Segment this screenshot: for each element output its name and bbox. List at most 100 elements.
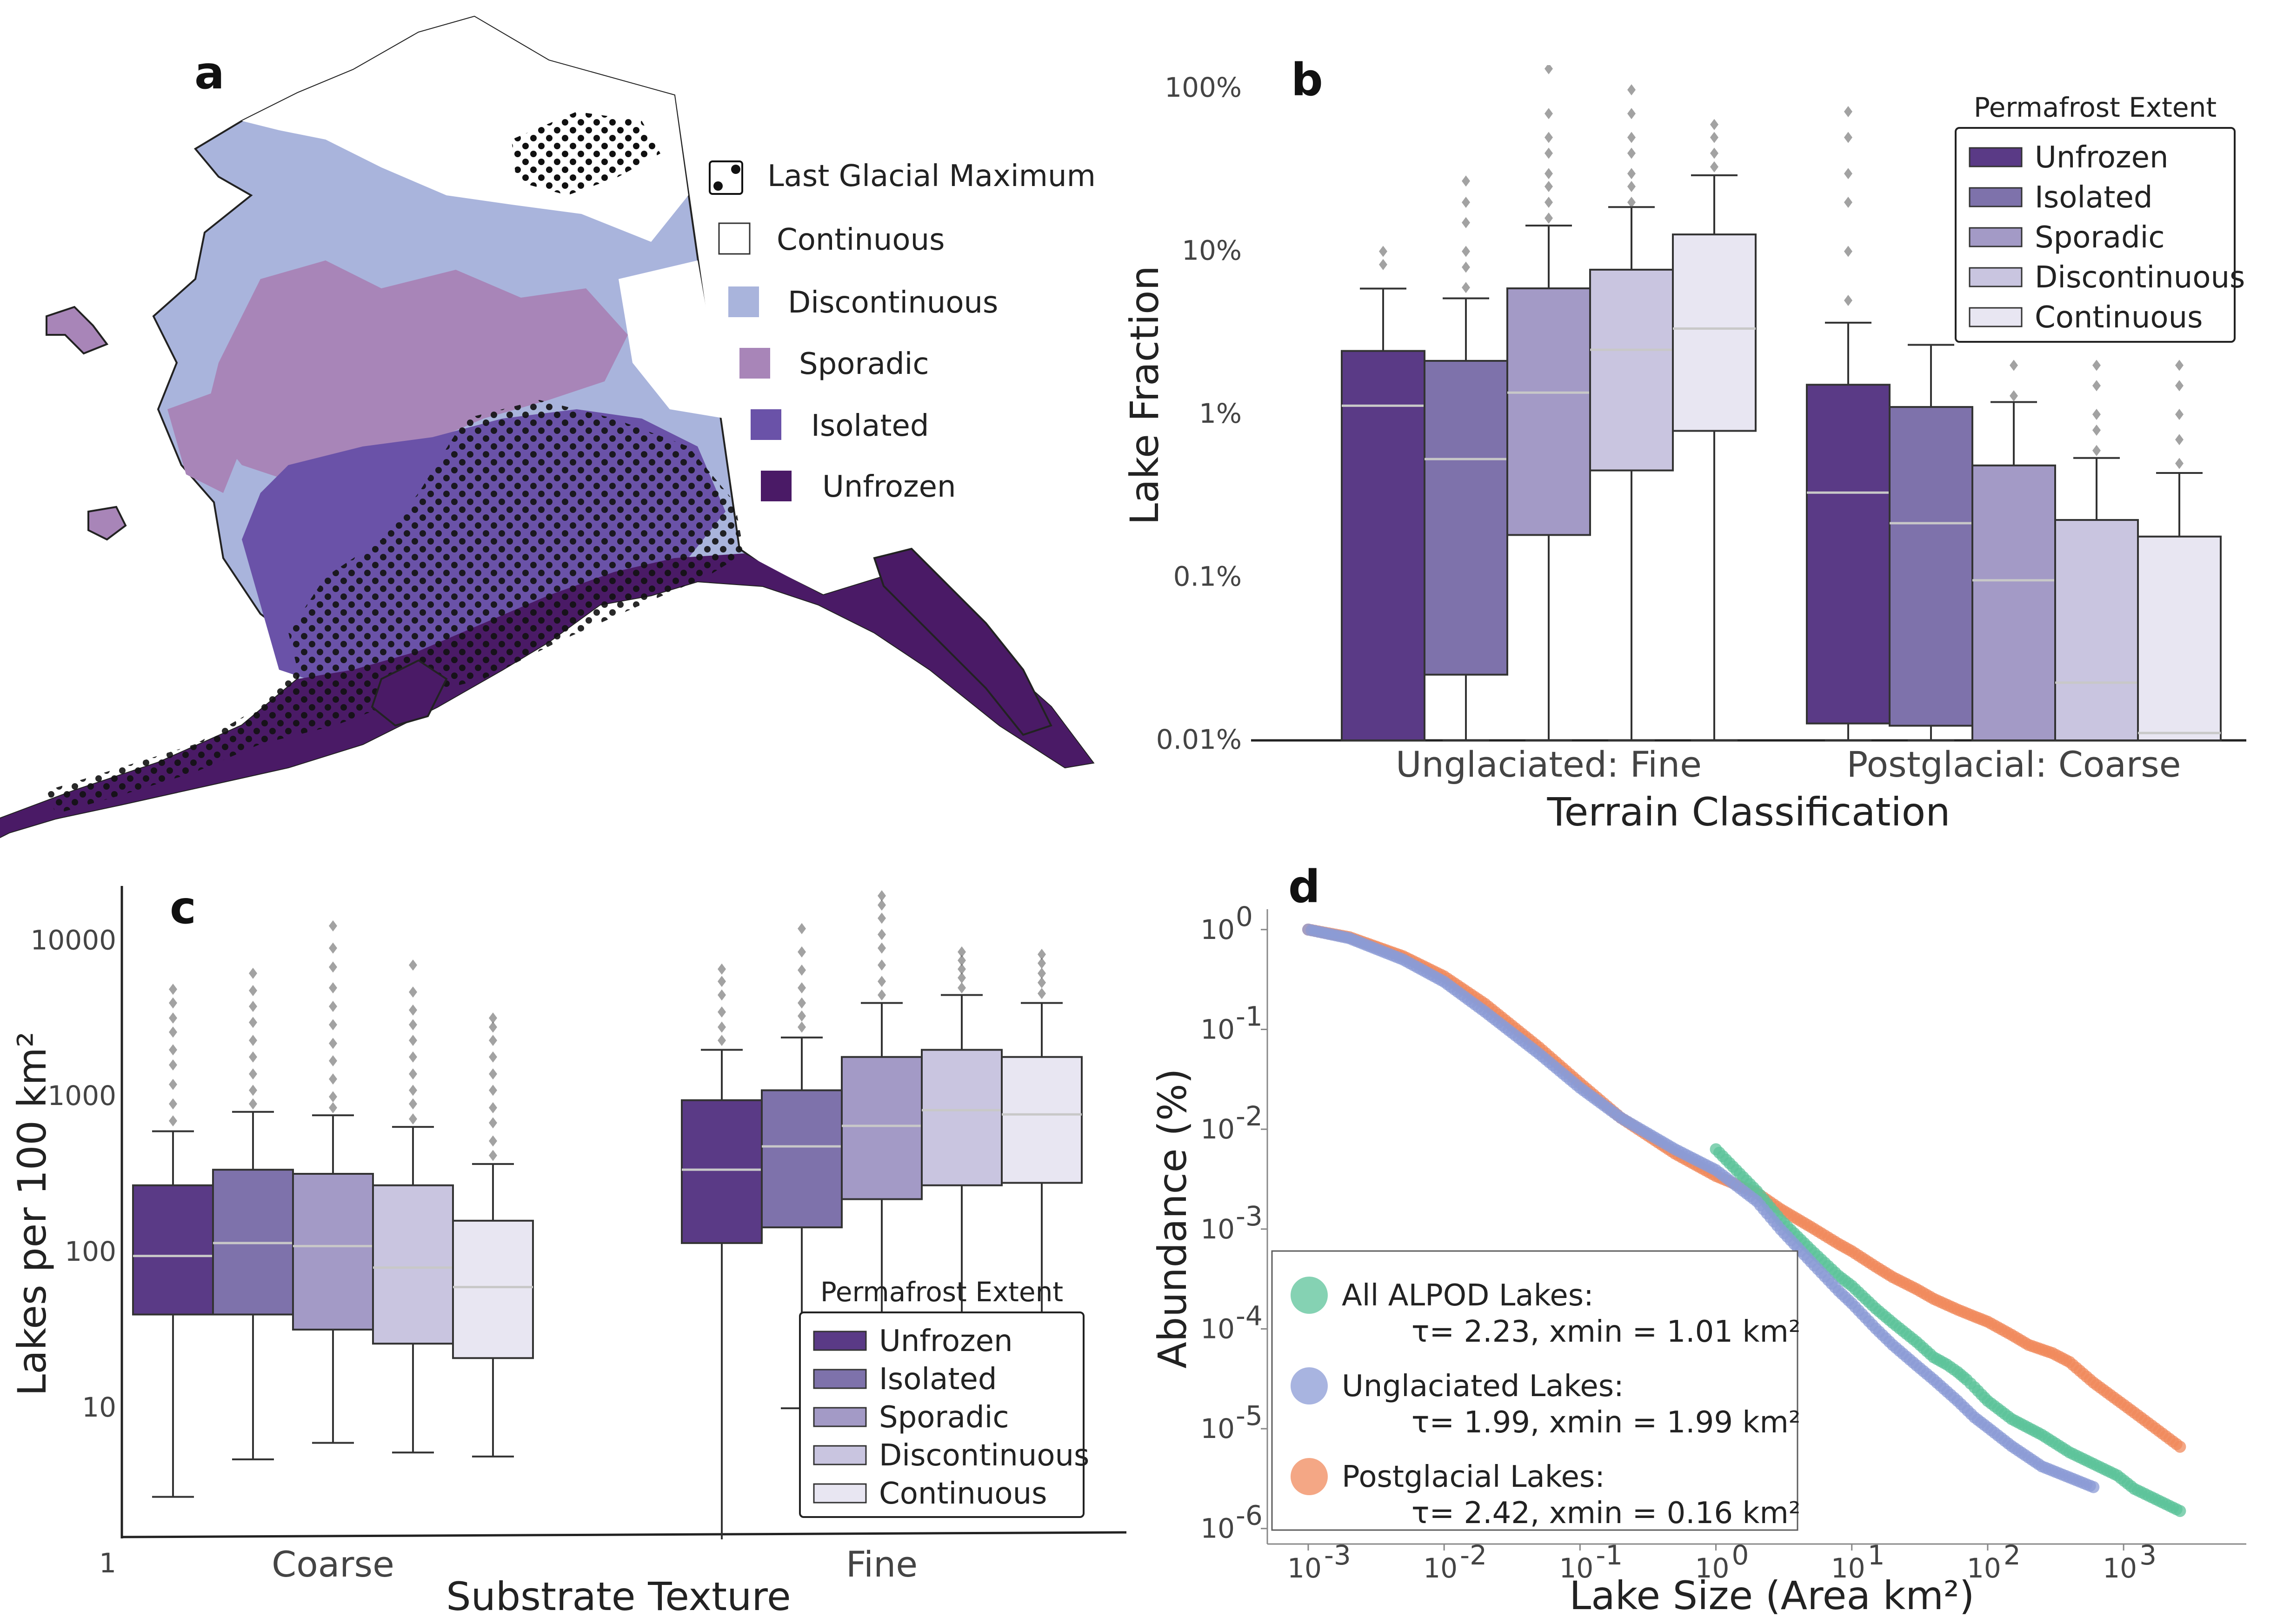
legend-label: Isolated [879, 1362, 997, 1397]
outlier-point [1710, 132, 1718, 143]
outlier-point [718, 1021, 726, 1033]
panel-b-boxes [1341, 65, 2222, 742]
outlier-point [878, 976, 886, 987]
x-tick-exponent: -2 [1460, 1539, 1487, 1571]
outlier-point [1710, 147, 1718, 159]
legend-frame [1271, 1250, 1798, 1531]
legend-item-unfrozen: Unfrozen [1969, 140, 2169, 175]
x-tick-label: 10 [1967, 1552, 2001, 1584]
outlier-point [1844, 295, 1852, 306]
panel-d-ticks: 10 -3 10 -2 10 -1 10 0 10 1 10 2 10 310 -610 -510 -410 -3… [1200, 901, 2157, 1584]
box-sporadic-coarse [292, 920, 374, 1444]
map-island-nunivak [87, 506, 127, 541]
outlier-point [169, 1115, 177, 1127]
box-body [841, 1056, 923, 1200]
x-tick-exponent: -3 [1324, 1539, 1351, 1571]
legend-item-sporadic: Sporadic [813, 1400, 1009, 1435]
outlier-point [249, 1085, 257, 1096]
box-body [921, 1049, 1003, 1186]
outlier-point [489, 1068, 497, 1080]
outlier-point [489, 1021, 497, 1033]
legend-title: Permafrost Extent [820, 1276, 1063, 1308]
panel-b-legend: Permafrost Extent Unfrozen Isolated Sporadi… [1955, 92, 2245, 343]
legend-swatch [1969, 227, 2023, 247]
outlier-point [2175, 359, 2184, 371]
outlier-point [409, 1068, 417, 1080]
outlier-point [329, 942, 337, 954]
outlier-point [1710, 119, 1718, 130]
map-legend-item-discontinuous: Discontinuous [728, 286, 998, 320]
alaska-map [0, 15, 1095, 839]
legend-label: Unglaciated Lakes: [1342, 1369, 1624, 1404]
legend-item-all-alpod-lakes: All ALPOD Lakes:τ= 2.23, xmin = 1.01 km² [1291, 1277, 1800, 1349]
outlier-point [409, 986, 417, 998]
outlier-point [958, 972, 966, 984]
x-tick-exponent: 1 [1868, 1539, 1885, 1571]
x-tick-exponent: 2 [2004, 1539, 2021, 1571]
panel-letter-c: c [170, 882, 196, 934]
outlier-point [1627, 181, 1636, 193]
legend-label: Sporadic [2035, 220, 2165, 255]
outlier-point [329, 961, 337, 973]
box-body [372, 1184, 454, 1345]
panel-d-y-axis-title: Abundance (%) [1150, 1068, 1195, 1368]
legend-item-discontinuous: Discontinuous [1969, 260, 2245, 295]
x-tick-label: 10 [1559, 1552, 1593, 1584]
outlier-point [249, 1017, 257, 1028]
y-tick-label: 0.1% [1173, 561, 1242, 592]
outlier-point [169, 1078, 177, 1090]
map-legend: Last Glacial Maximum Continuous Disconti… [709, 159, 1096, 504]
legend-item-unglaciated-lakes: Unglaciated Lakes:τ= 1.99, xmin = 1.99 k… [1291, 1367, 1800, 1440]
box-unfrozen-postglacial-coarse [1806, 106, 1891, 741]
outlier-point [878, 989, 886, 1001]
outlier-point [489, 1150, 497, 1161]
x-tick-label: Coarse [272, 1544, 394, 1585]
panel-c-y-axis: 1 10 100 1000 10000 [30, 924, 116, 1579]
outlier-point [718, 963, 726, 975]
map-legend-label: Sporadic [799, 347, 929, 381]
panel-d-x-axis-title: Lake Size (Area km²) [1569, 1573, 1974, 1618]
outlier-point [489, 1051, 497, 1063]
outlier-point [489, 1102, 497, 1113]
outlier-point [2175, 434, 2184, 446]
y-tick-label: 1% [1199, 398, 1242, 429]
map-legend-label: Isolated [811, 409, 929, 443]
panel-b-chart: b 0.01% 0.1% 1% 10% 100% Unglaciated: Fine Po… [1122, 54, 2246, 835]
outlier-point [718, 1035, 726, 1046]
box-body [292, 1173, 374, 1331]
outlier-point [2175, 458, 2184, 469]
outlier-point [1627, 168, 1636, 180]
box-unfrozen-fine [681, 963, 763, 1539]
outlier-point [1545, 65, 1553, 74]
outlier-point [878, 929, 886, 940]
map-region-sporadic [205, 260, 628, 484]
outlier-point [169, 997, 177, 1009]
panel-b-y-axis: 0.01% 0.1% 1% 10% 100% [1156, 72, 1242, 755]
box-isolated-coarse [212, 967, 294, 1460]
box-unfrozen-coarse [132, 984, 214, 1498]
box-discontinuous-coarse [372, 959, 454, 1454]
map-legend-item-sporadic: Sporadic [739, 347, 929, 381]
box-sporadic-unglaciated-fine [1506, 65, 1591, 741]
outlier-point [409, 1085, 417, 1096]
outlier-point [2092, 409, 2101, 420]
legend-marker [1291, 1367, 1328, 1404]
outlier-point [1038, 967, 1046, 979]
x-tick-label: 10 [1695, 1552, 1730, 1584]
y-tick-label: 10 [1200, 1513, 1235, 1544]
outlier-point [798, 964, 806, 976]
outlier-point [2010, 390, 2018, 402]
outlier-point [2092, 445, 2101, 456]
legend-stats: τ= 2.23, xmin = 1.01 km² [1411, 1315, 1800, 1349]
outlier-point [1038, 949, 1046, 960]
box-body [2054, 519, 2139, 742]
x-tick-label: Postglacial: Coarse [1846, 744, 2181, 785]
outlier-point [1462, 282, 1470, 293]
outlier-point [958, 955, 966, 966]
map-legend-item-unfrozen: Unfrozen [761, 470, 956, 504]
panel-c-x-axis: Coarse Fine [272, 1544, 918, 1585]
x-tick-label: 10 [1423, 1552, 1458, 1584]
outlier-point [249, 1035, 257, 1046]
outlier-point [1038, 958, 1046, 969]
outlier-point [329, 1038, 337, 1049]
